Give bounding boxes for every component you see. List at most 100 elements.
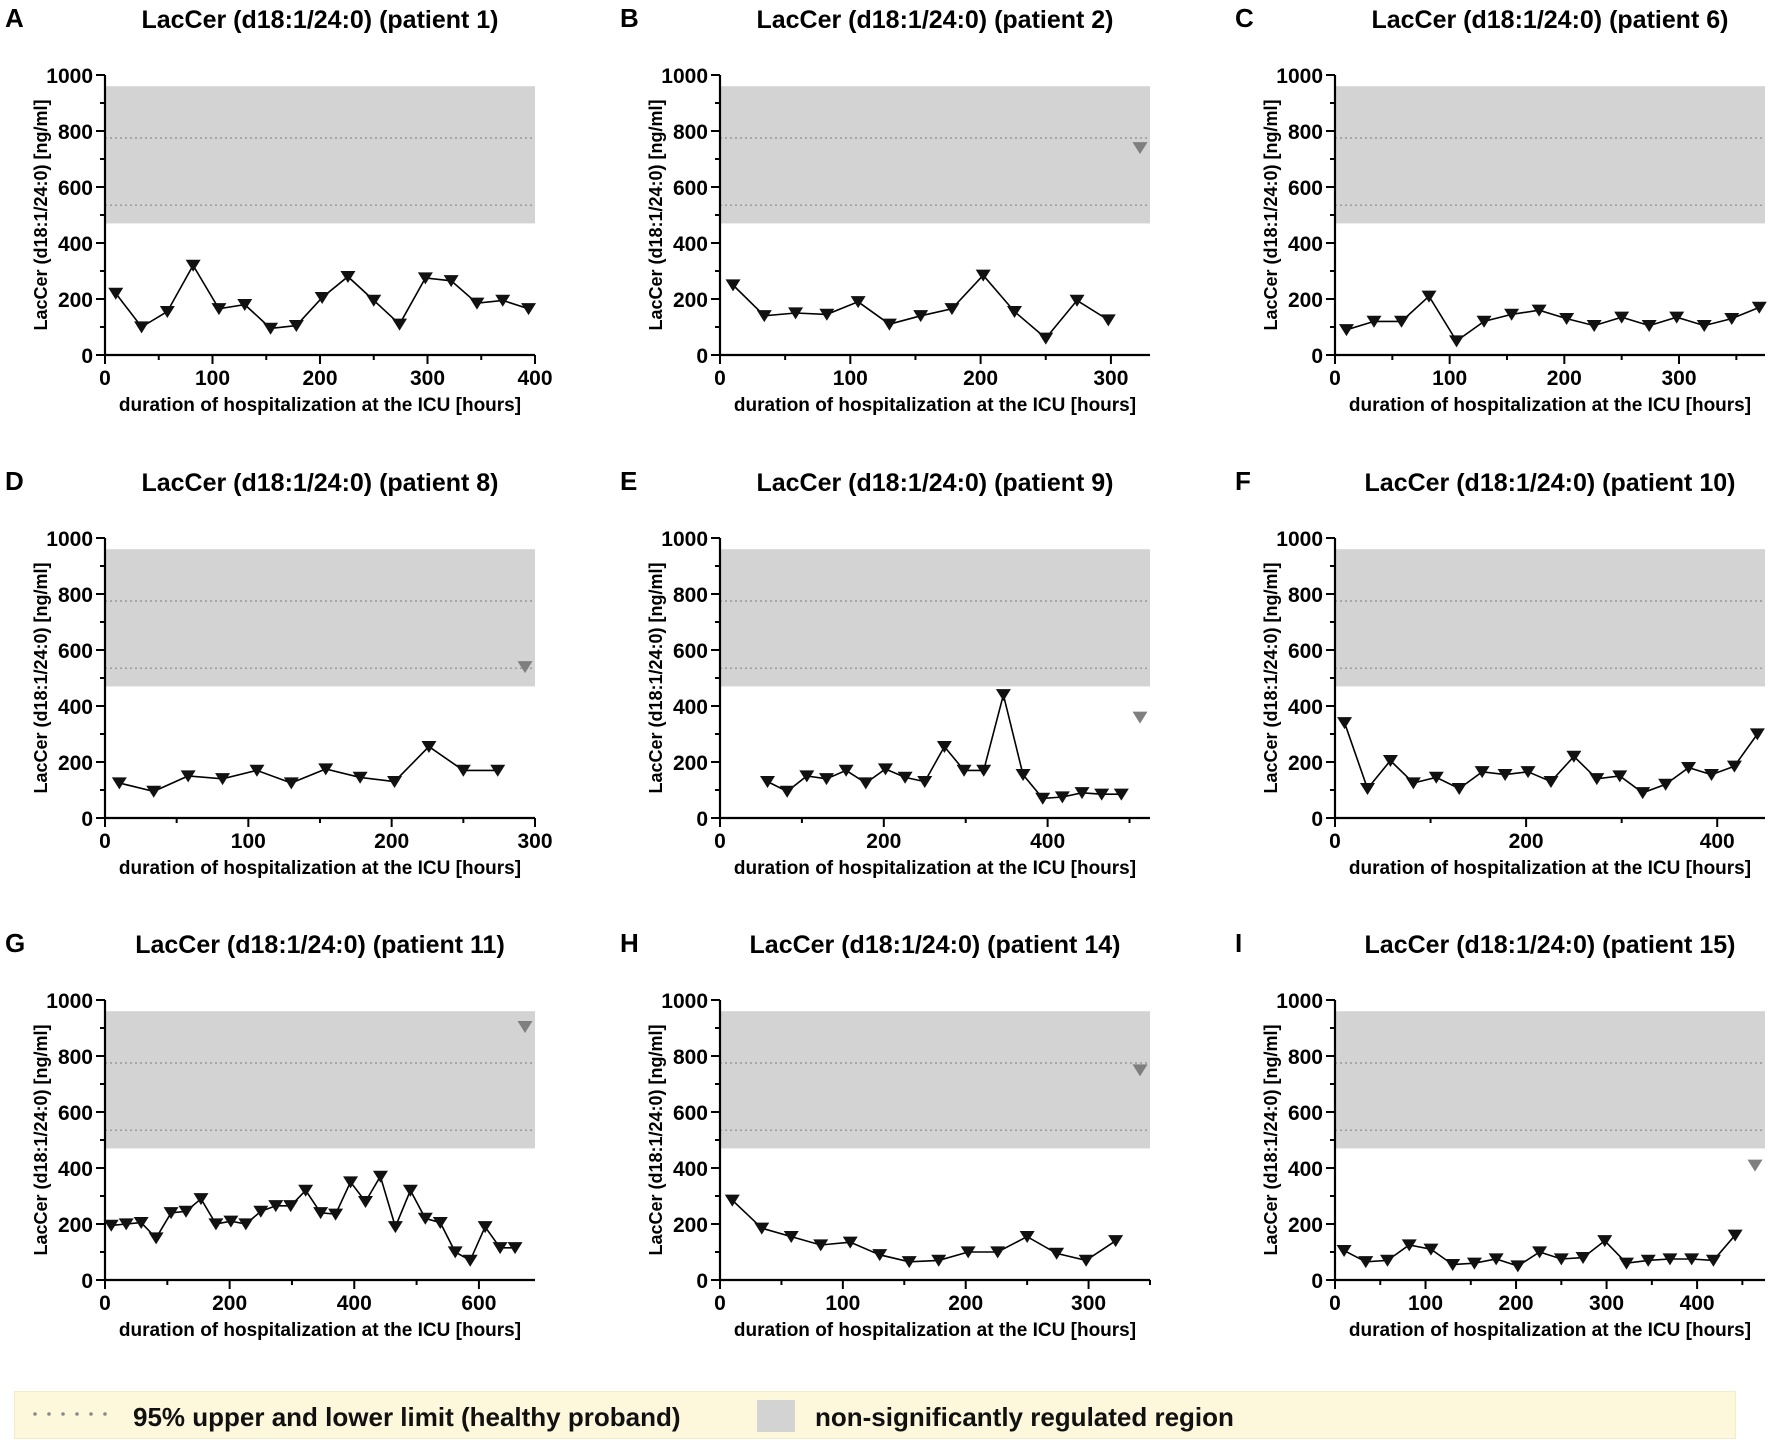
chart-title: LacCer (d18:1/24:0) (patient 10) [1365, 469, 1736, 497]
x-tick-label: 100 [1432, 367, 1467, 390]
data-point [283, 777, 299, 790]
y-tick-label: 400 [1288, 1158, 1323, 1181]
x-axis-label: duration of hospitalization at the ICU [… [734, 858, 1136, 879]
y-tick-label: 400 [58, 696, 93, 719]
data-point [237, 298, 253, 311]
data-point [1658, 778, 1674, 791]
y-tick-label: 400 [58, 1158, 93, 1181]
chart-title: LacCer (d18:1/24:0) (patient 11) [135, 931, 505, 959]
data-point [1337, 717, 1353, 730]
x-tick-label: 100 [825, 1292, 860, 1315]
y-tick-label: 600 [1288, 177, 1323, 200]
data-point [443, 275, 459, 288]
data-point [1421, 290, 1437, 303]
data-point [417, 1212, 433, 1225]
y-axis-label: LacCer (d18:1/24:0) [ng/ml] [1261, 562, 1281, 793]
data-point [111, 777, 127, 790]
reference-point [1132, 1064, 1148, 1077]
panel-letter: F [1235, 466, 1251, 496]
data-point [799, 770, 815, 783]
y-axis-label: LacCer (d18:1/24:0) [ng/ml] [31, 562, 51, 793]
data-point [1614, 311, 1630, 324]
x-tick-label: 100 [1408, 1292, 1443, 1315]
data-point [897, 771, 913, 784]
data-point [1054, 791, 1070, 804]
y-tick-label: 400 [673, 696, 708, 719]
x-tick-label: 0 [714, 830, 726, 853]
data-point [995, 689, 1011, 702]
panel-letter: E [620, 466, 637, 496]
data-point [944, 303, 960, 316]
data-point [819, 308, 835, 321]
data-point [1474, 766, 1490, 779]
y-tick-label: 400 [673, 1158, 708, 1181]
reference-point [1132, 142, 1148, 155]
x-tick-label: 200 [866, 830, 901, 853]
data-point [223, 1215, 239, 1228]
data-point [756, 310, 772, 323]
data-point [1035, 792, 1051, 805]
non-significant-band [1335, 549, 1765, 687]
y-tick-label: 200 [673, 289, 708, 312]
data-point [813, 1239, 829, 1252]
data-point [1401, 1239, 1417, 1252]
legend-region-label: non-significantly regulated region [815, 1402, 1234, 1432]
data-point [340, 270, 356, 283]
data-point [313, 1207, 329, 1220]
panel-letter: H [620, 928, 639, 958]
panel-letter: G [5, 928, 25, 958]
y-tick-label: 0 [1311, 1270, 1323, 1293]
data-point [283, 1200, 299, 1213]
x-tick-label: 300 [1661, 367, 1696, 390]
data-point [1662, 1253, 1678, 1266]
data-point [193, 1193, 209, 1206]
y-tick-label: 0 [1311, 345, 1323, 368]
y-tick-label: 200 [673, 1214, 708, 1237]
y-tick-label: 200 [58, 289, 93, 312]
data-point [328, 1208, 344, 1221]
data-point [490, 764, 506, 777]
non-significant-band [1335, 86, 1765, 224]
data-point [159, 305, 175, 318]
panel-g: G LacCer (d18:1/24:0) (patient 11) 0 200 400… [5, 928, 535, 1341]
x-tick-label: 400 [1680, 1292, 1715, 1315]
panel-c: C LacCer (d18:1/24:0) (patient 6) 0 200 400 6… [1235, 3, 1767, 416]
data-point [725, 279, 741, 292]
y-axis-label: LacCer (d18:1/24:0) [ng/ml] [31, 1024, 51, 1255]
y-tick-label: 200 [58, 1214, 93, 1237]
panel-letter: C [1235, 3, 1254, 33]
data-point [1094, 788, 1110, 801]
data-point [1575, 1251, 1591, 1264]
non-significant-band [720, 549, 1150, 687]
y-tick-label: 800 [1288, 584, 1323, 607]
data-point [148, 1232, 164, 1245]
data-point [314, 291, 330, 304]
x-tick-label: 0 [1329, 367, 1341, 390]
y-tick-label: 400 [673, 233, 708, 256]
x-tick-label: 200 [212, 1292, 247, 1315]
data-point [1405, 777, 1421, 790]
data-point [372, 1170, 388, 1183]
y-tick-label: 0 [696, 1270, 708, 1293]
reference-point [517, 661, 533, 674]
data-point [318, 763, 334, 776]
data-point [858, 777, 874, 790]
data-point [1049, 1247, 1065, 1260]
y-tick-label: 1000 [1276, 528, 1323, 551]
data-point [1727, 1229, 1743, 1242]
data-point [447, 1246, 463, 1259]
series-line [1346, 294, 1760, 343]
data-point [392, 318, 408, 331]
data-point [956, 764, 972, 777]
non-significant-band [105, 549, 535, 687]
data-point [1640, 1254, 1656, 1267]
data-point [215, 773, 231, 786]
y-tick-label: 0 [81, 1270, 93, 1293]
y-tick-label: 800 [58, 584, 93, 607]
non-significant-band [105, 1011, 535, 1149]
data-point [1423, 1243, 1439, 1256]
data-point [1566, 750, 1582, 763]
y-tick-label: 1000 [46, 990, 93, 1013]
y-tick-label: 600 [58, 1102, 93, 1125]
